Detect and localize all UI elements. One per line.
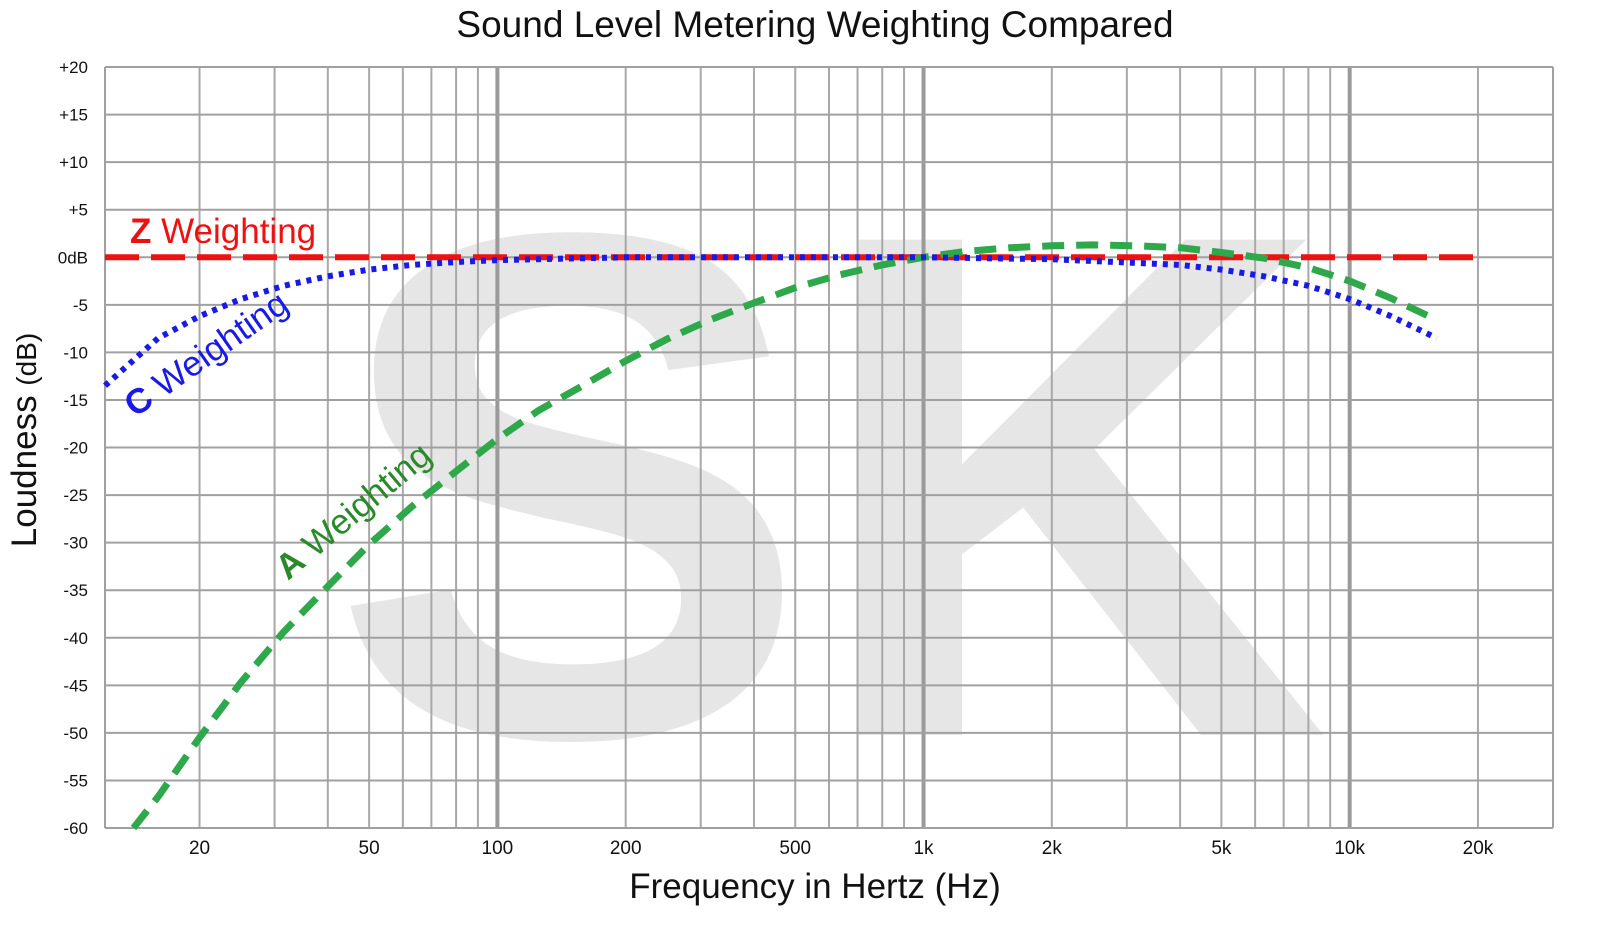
- y-tick-label: -5: [73, 296, 88, 315]
- y-tick-label: -50: [63, 724, 88, 743]
- x-axis-label: Frequency in Hertz (Hz): [629, 867, 1001, 906]
- series-lines: [102, 241, 1478, 831]
- x-tick-label: 1k: [913, 838, 934, 859]
- y-tick-label: +10: [59, 153, 88, 172]
- grid: [104, 66, 1554, 829]
- y-tick-label: -15: [63, 391, 88, 410]
- y-tick-label: -45: [63, 676, 88, 695]
- y-axis-unit: (dB): [11, 333, 42, 386]
- y-tick-label: -55: [63, 771, 88, 790]
- series-label-z-weighting: Z Weighting: [130, 212, 316, 251]
- y-tick-labels: +20 +15 +10 +5 0dB -5 -10 -15 -20 -25 -30 -35 -40 -45…: [58, 58, 88, 838]
- x-tick-labels: 20 50 100 200 500 1k 2k 5k 10k 20k: [189, 838, 1494, 859]
- x-axis-label-text: Frequency in Hertz: [629, 867, 925, 906]
- x-tick-label: 200: [610, 838, 642, 859]
- y-tick-label: -25: [63, 486, 88, 505]
- y-tick-label: -30: [63, 534, 88, 553]
- x-tick-label: 20k: [1463, 838, 1494, 859]
- y-tick-label: -35: [63, 581, 88, 600]
- y-tick-label: +20: [59, 58, 88, 77]
- y-tick-label: -40: [63, 629, 88, 648]
- x-tick-label: 500: [779, 838, 811, 859]
- y-tick-label: +5: [69, 201, 88, 220]
- y-axis-label-text: Loudness: [5, 395, 44, 547]
- y-tick-label: -60: [63, 819, 88, 838]
- x-axis-unit: (Hz): [935, 867, 1001, 906]
- series-label-letter: Z: [130, 212, 151, 251]
- chart-title-text: Sound Level Metering Weighting Compared: [456, 4, 1173, 45]
- series-label-word: Weighting: [138, 284, 295, 410]
- series-line-c-weighting: [102, 254, 1438, 388]
- y-tick-label: 0dB: [58, 248, 88, 267]
- y-axis-label: Loudness (dB): [5, 333, 44, 547]
- x-tick-label: 5k: [1211, 838, 1232, 859]
- x-tick-label: 100: [482, 838, 514, 859]
- y-tick-label: -10: [63, 343, 88, 362]
- x-tick-label: 50: [359, 838, 380, 859]
- x-tick-label: 20: [189, 838, 210, 859]
- x-tick-label: 10k: [1334, 838, 1365, 859]
- chart-title: Sound Level Metering Weighting Compared: [456, 4, 1173, 45]
- series-label-word: Weighting: [151, 212, 316, 251]
- y-tick-label: +15: [59, 106, 88, 125]
- y-tick-label: -20: [63, 439, 88, 458]
- x-tick-label: 2k: [1042, 838, 1063, 859]
- series-line-a-weighting: [130, 241, 1439, 831]
